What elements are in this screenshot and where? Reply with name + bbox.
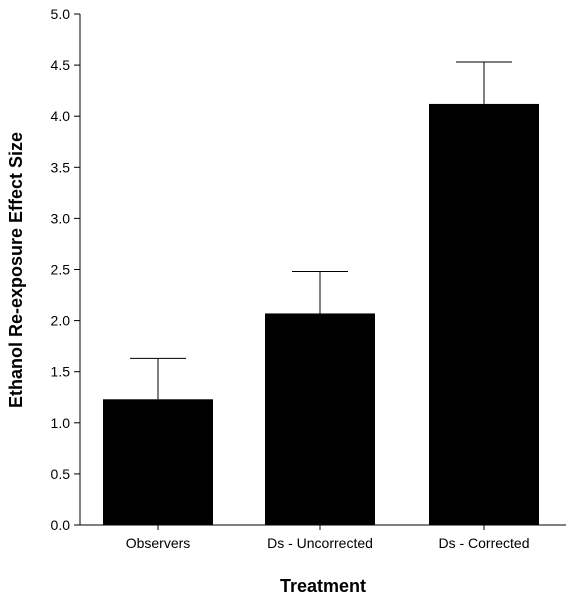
- y-tick-label: 2.0: [51, 313, 71, 329]
- x-tick-label: Ds - Uncorrected: [267, 535, 373, 551]
- bar: [265, 313, 375, 525]
- y-tick-label: 2.5: [51, 262, 71, 278]
- y-tick-label: 4.5: [51, 57, 71, 73]
- error-bar: [456, 61, 512, 104]
- y-axis-title: Ethanol Re-exposure Effect Size: [6, 132, 26, 408]
- error-bar: [292, 271, 348, 314]
- bars: [103, 103, 539, 525]
- y-tick-label: 3.0: [51, 210, 71, 226]
- y-ticks: 0.0 0.5 1.0 1.5 2.0 2.5 3.0 3.5 4.0 4.5 5.0: [51, 6, 80, 533]
- x-tick-labels: Observers Ds - Uncorrected Ds - Corrected: [126, 525, 530, 551]
- error-bars: [130, 61, 512, 400]
- y-tick-label: 0.0: [51, 517, 71, 533]
- y-tick-label: 5.0: [51, 6, 71, 22]
- x-tick-label: Ds - Corrected: [438, 535, 529, 551]
- y-tick-label: 1.5: [51, 364, 71, 380]
- y-tick-label: 4.0: [51, 108, 71, 124]
- bar: [429, 103, 539, 525]
- x-axis-title: Treatment: [280, 576, 366, 596]
- y-tick-label: 3.5: [51, 159, 71, 175]
- y-tick-label: 1.0: [51, 415, 71, 431]
- x-tick-label: Observers: [126, 535, 191, 551]
- y-tick-label: 0.5: [51, 466, 71, 482]
- error-bar: [130, 357, 186, 400]
- bar: [103, 399, 213, 525]
